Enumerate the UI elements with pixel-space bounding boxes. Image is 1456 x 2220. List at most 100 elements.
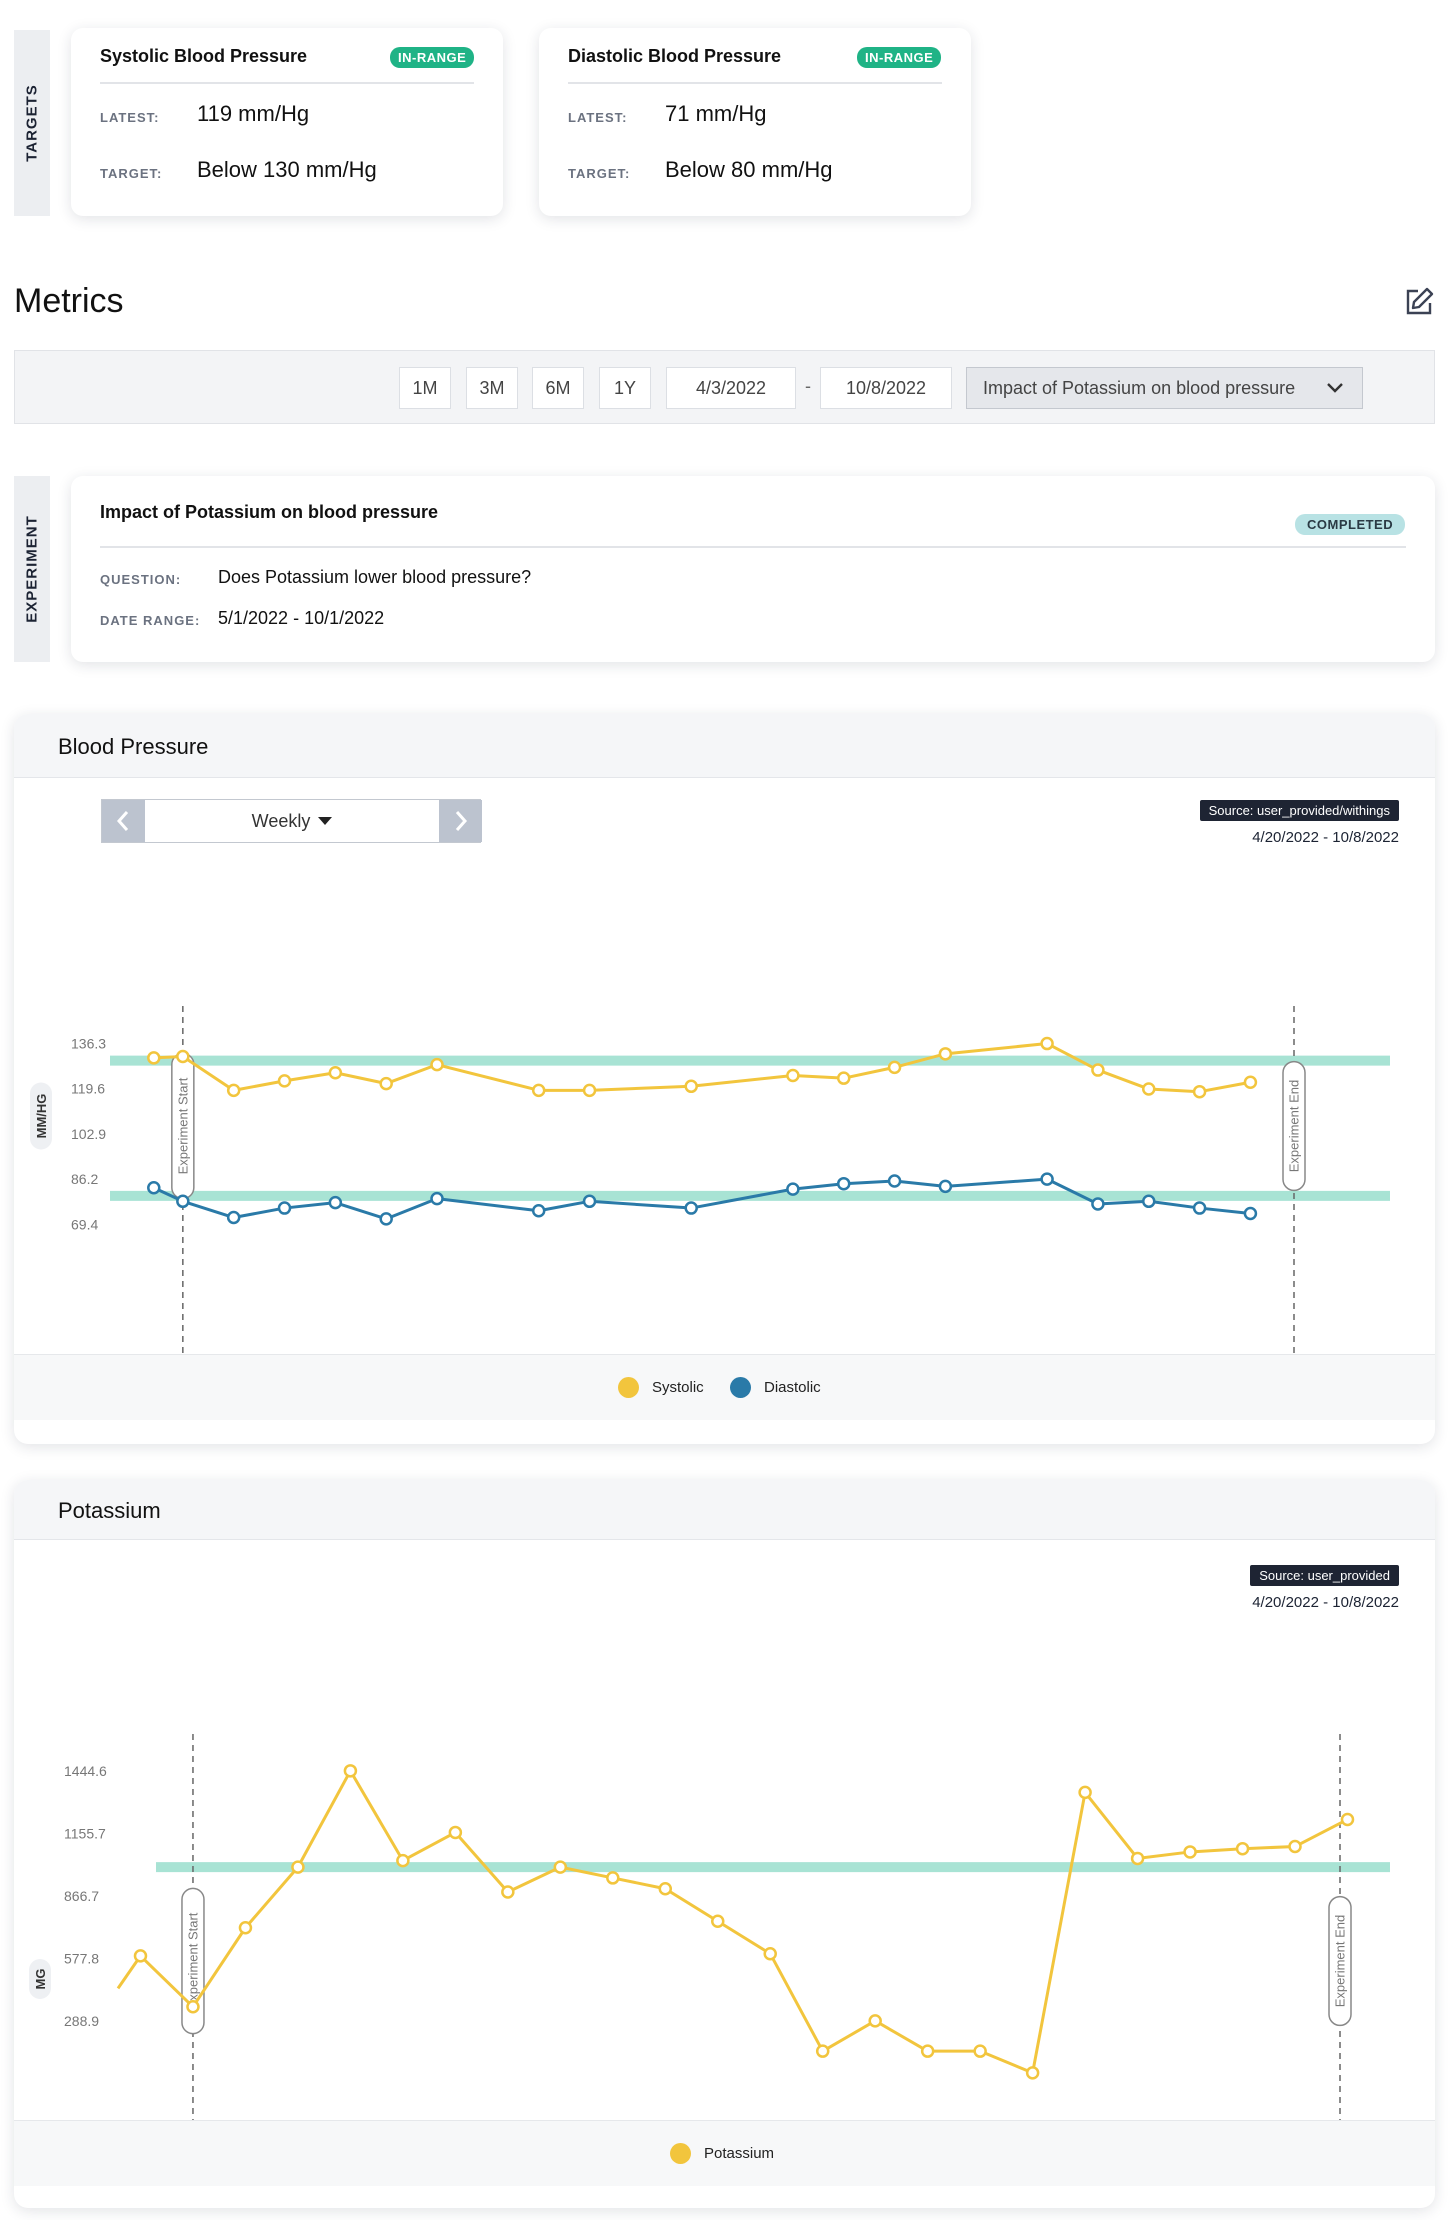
data-point-potassium	[1288, 1839, 1302, 1854]
card-title: Systolic Blood Pressure	[100, 46, 308, 66]
potassium-chart: MG1444.61155.7866.7577.8288.95/1/20226/1…	[29, 1734, 1390, 2120]
y-tick-label: 1155.7	[64, 1825, 106, 1841]
data-point-systolic	[887, 1060, 902, 1075]
experiment-select[interactable]: Impact of Potassium on blood pressure	[966, 367, 1363, 409]
legend-item-diastolic[interactable]: Diastolic	[730, 1377, 821, 1398]
data-point-diastolic	[328, 1195, 343, 1210]
data-point-potassium	[238, 1920, 253, 1935]
edit-icon[interactable]	[1403, 286, 1435, 318]
data-point-diastolic	[1040, 1172, 1054, 1186]
targets-tab: TARGETS	[14, 30, 50, 216]
data-point-systolic	[1192, 1084, 1207, 1099]
series-line-potassium	[116, 1769, 1349, 2075]
experiment-marker-label: Experiment Start	[185, 1912, 200, 2009]
divider	[100, 546, 1406, 548]
card-title: Diastolic Blood Pressure	[568, 46, 782, 66]
data-point-diastolic	[531, 1204, 546, 1218]
source-tag: Source: user_provided/withings	[1199, 800, 1399, 821]
y-tick-label: 119.6	[71, 1081, 105, 1097]
caret-down-icon	[318, 817, 333, 825]
diastolic-target-card: Diastolic Blood Pressure IN-RANGE LATEST…	[539, 28, 971, 216]
data-point-potassium	[868, 2014, 882, 2028]
data-point-potassium	[553, 1860, 568, 1874]
latest-label: LATEST:	[100, 110, 160, 125]
y-tick-label: 1444.6	[64, 1763, 107, 1779]
legend-item-systolic[interactable]: Systolic	[618, 1377, 704, 1398]
target-label: TARGET:	[568, 166, 631, 181]
chart-date-range: 4/20/2022 - 10/8/2022	[1252, 1594, 1399, 1611]
data-point-systolic	[147, 1051, 161, 1065]
data-point-systolic	[379, 1076, 393, 1091]
latest-value: 71 mm/Hg	[665, 101, 767, 126]
data-point-potassium	[1340, 1812, 1355, 1827]
data-point-diastolic	[430, 1191, 444, 1206]
end-date-input[interactable]: 10/8/2022	[820, 367, 952, 409]
latest-label: LATEST:	[568, 110, 628, 125]
data-point-diastolic	[1243, 1206, 1258, 1221]
data-point-diastolic	[379, 1212, 393, 1226]
data-point-potassium	[396, 1853, 410, 1868]
data-point-diastolic	[1142, 1194, 1156, 1209]
date-separator: -	[805, 376, 811, 396]
data-point-diastolic	[887, 1174, 902, 1188]
y-tick-label: 69.4	[71, 1217, 98, 1233]
range-button-1y[interactable]: 1Y	[599, 367, 651, 409]
data-point-systolic	[836, 1071, 851, 1085]
legend-item-potassium[interactable]: Potassium	[670, 2143, 774, 2164]
data-point-potassium	[1183, 1845, 1197, 1859]
series-line-systolic	[153, 1042, 1251, 1094]
legend-dot-systolic	[618, 1377, 639, 1398]
metrics-toolbar: 1M 3M 6M 1Y 4/3/2022 - 10/8/2022 Impact …	[14, 350, 1435, 424]
data-point-systolic	[277, 1074, 292, 1088]
data-point-potassium	[343, 1764, 358, 1778]
data-point-diastolic	[786, 1182, 800, 1196]
period-label: Weekly	[251, 810, 311, 831]
panel-title: Potassium	[58, 1498, 161, 1523]
legend-label: Diastolic	[764, 1379, 821, 1396]
range-button-6m[interactable]: 6M	[532, 367, 584, 409]
data-point-systolic	[582, 1083, 597, 1098]
targets-tab-label: TARGETS	[23, 84, 41, 162]
y-tick-label: 86.2	[71, 1171, 98, 1187]
data-point-systolic	[938, 1047, 953, 1061]
divider	[568, 82, 942, 84]
y-tick-label: 866.7	[64, 1888, 99, 1904]
range-button-3m[interactable]: 3M	[466, 367, 518, 409]
next-period-button[interactable]	[439, 800, 482, 842]
y-axis-label-bg	[29, 1959, 51, 1999]
range-button-1m[interactable]: 1M	[399, 367, 451, 409]
data-point-potassium	[606, 1871, 620, 1885]
data-point-diastolic	[226, 1210, 241, 1225]
prev-period-button[interactable]	[102, 800, 145, 842]
question-value: Does Potassium lower blood pressure?	[218, 567, 532, 587]
data-point-diastolic	[277, 1201, 292, 1215]
data-point-diastolic	[1091, 1197, 1105, 1211]
panel-title: Blood Pressure	[58, 734, 209, 759]
data-point-potassium	[1078, 1785, 1092, 1800]
target-label: TARGET:	[100, 166, 163, 181]
data-point-systolic	[786, 1068, 800, 1083]
data-point-potassium	[763, 1946, 777, 1961]
data-point-potassium	[186, 2000, 200, 2014]
chevron-left-icon	[116, 811, 129, 831]
legend-dot-diastolic	[730, 1377, 751, 1398]
source-tag: Source: user_provided	[1250, 1565, 1399, 1586]
data-point-potassium	[711, 1914, 725, 1928]
blood-pressure-panel: Blood Pressure Weekly Source: user_provi…	[14, 714, 1435, 1444]
y-tick-label: 136.3	[71, 1036, 106, 1052]
experiment-tab: EXPERIMENT	[14, 476, 50, 662]
data-point-potassium	[1235, 1841, 1250, 1856]
data-point-diastolic	[938, 1179, 953, 1194]
target-value: Below 130 mm/Hg	[197, 157, 377, 182]
data-point-potassium	[815, 2044, 830, 2058]
experiment-card: Impact of Potassium on blood pressure CO…	[71, 476, 1435, 662]
experiment-marker-label: Experiment Start	[175, 1077, 190, 1174]
divider	[100, 82, 474, 84]
period-dropdown[interactable]: Weekly	[145, 800, 439, 842]
target-value: Below 80 mm/Hg	[665, 157, 833, 182]
data-point-potassium	[920, 2044, 935, 2058]
latest-value: 119 mm/Hg	[197, 101, 310, 126]
start-date-input[interactable]: 4/3/2022	[666, 367, 796, 409]
y-tick-label: 102.9	[71, 1126, 106, 1142]
data-point-systolic	[1091, 1063, 1105, 1077]
